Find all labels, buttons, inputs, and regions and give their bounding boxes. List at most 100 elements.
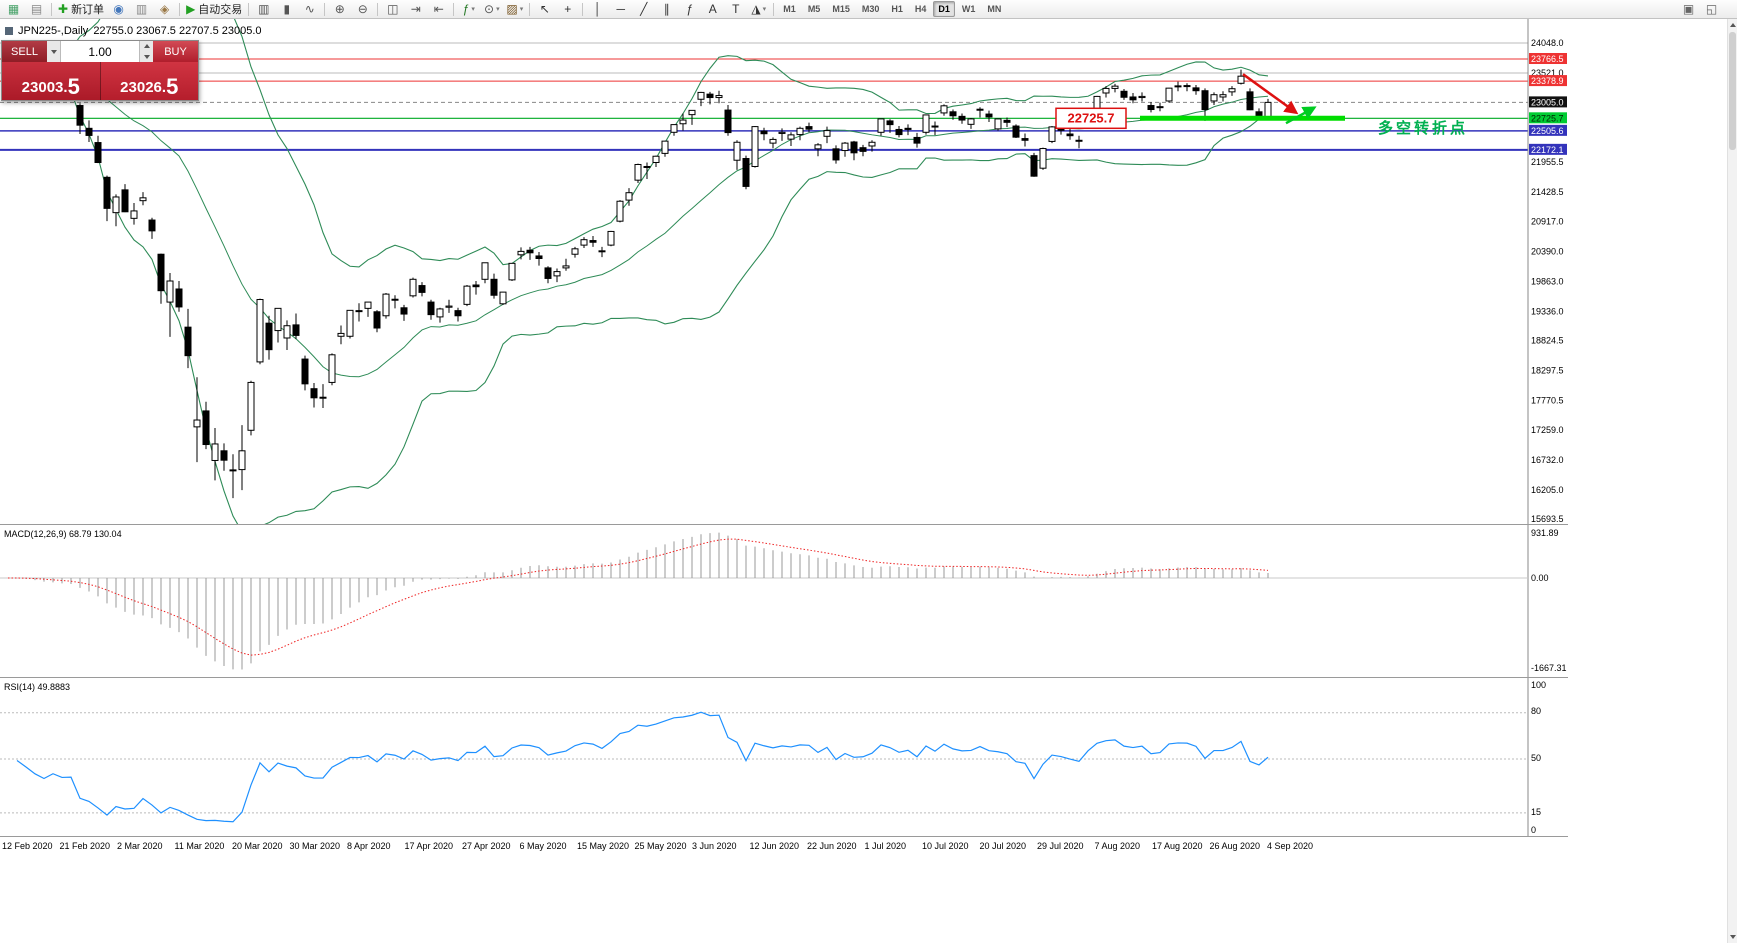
date-axis-label: 10 Jul 2020 <box>922 841 969 851</box>
price-axis-label: 20390.0 <box>1531 246 1564 256</box>
macd-axis-label: -1667.31 <box>1531 663 1567 673</box>
text-icon[interactable]: A <box>702 0 723 19</box>
chart-shift-icon: ⇤ <box>433 2 444 16</box>
bollinger-upper-line <box>7 19 1269 268</box>
arrow-up-icon <box>1729 23 1736 27</box>
new-chart-icon[interactable]: ▦ <box>3 0 24 19</box>
templates-icon[interactable]: ▨ ▾ <box>504 0 525 19</box>
volume-increase-button[interactable] <box>140 41 153 52</box>
main-toolbar: ▦ ▤ ✚ 新订单 ◉ ▥ ◈ ▶ 自动交易 ▥ ▮ ∿ ⊕ ⊖ ◫ ⇥ ⇤ ƒ ▾ ⊙ ▾ ▨ ▾ ↖ + │ ─ ╱ ∥ ƒ A T ◮ ▾ … <box>0 0 1737 19</box>
arrows-icon[interactable]: ◮ ▾ <box>748 0 769 19</box>
volume-dropdown[interactable] <box>47 41 61 62</box>
new-order-button-label: 新订单 <box>71 4 105 16</box>
navigator-icon[interactable]: ◈ <box>154 0 175 19</box>
trade-panel-prices: 23003. 5 23026. 5 <box>2 62 198 100</box>
rsi-axis-label: 100 <box>1531 680 1546 690</box>
toolbar-separator <box>773 2 775 16</box>
toolbar-separator <box>179 2 181 16</box>
label-icon[interactable]: T <box>725 0 746 19</box>
label-icon: T <box>732 2 740 16</box>
timeframe-button-d1[interactable]: D1 <box>933 1 955 17</box>
date-axis-label: 12 Jun 2020 <box>750 841 800 851</box>
indicators-icon[interactable]: ƒ ▾ <box>458 0 479 19</box>
trendline-icon: ╱ <box>640 2 648 16</box>
date-axis-label: 4 Sep 2020 <box>1267 841 1313 851</box>
arrows-icon: ◮ <box>751 2 761 16</box>
price-axis-label: 16732.0 <box>1531 455 1564 465</box>
timeframe-button-h4[interactable]: H4 <box>914 4 927 14</box>
buy-price[interactable]: 23026. 5 <box>100 62 198 100</box>
chart-window[interactable]: 22725.7 多空转折点 24048.0 23766.5 23521.0 23378.9… <box>0 19 1568 943</box>
rsi-label: RSI(14) 49.8883 <box>4 682 70 692</box>
tile-windows-icon[interactable]: ◫ <box>382 0 403 19</box>
scroll-up-button[interactable] <box>1728 19 1737 31</box>
channel-icon[interactable]: ∥ <box>656 0 677 19</box>
print-icon[interactable]: ▣ <box>1678 0 1699 19</box>
timeframe-toolbar: M1 M5 M15 M30 H1 H4 D1 W1 MN <box>777 0 1007 18</box>
volume-decrease-button[interactable] <box>140 52 153 63</box>
sell-button[interactable]: SELL <box>2 41 47 62</box>
profiles-icon: ▤ <box>30 2 43 16</box>
timeframe-button-m1[interactable]: M1 <box>783 4 796 14</box>
price-axis-label: 19863.0 <box>1531 276 1564 286</box>
trendline-icon[interactable]: ╱ <box>633 0 654 19</box>
timeframe-button-h1[interactable]: H1 <box>891 4 903 14</box>
timeframe-button-m15[interactable]: M15 <box>832 4 850 14</box>
vertical-line-icon[interactable]: │ <box>587 0 608 19</box>
price-axis-label: 17259.0 <box>1531 425 1564 435</box>
sell-price[interactable]: 23003. 5 <box>2 62 101 100</box>
volume-input[interactable]: 1.00 <box>61 41 139 62</box>
toolbar-separator <box>582 2 584 16</box>
scrollbar-thumb[interactable] <box>1729 32 1736 150</box>
crosshair-icon[interactable]: + <box>557 0 578 19</box>
chevron-down-icon: ▾ <box>496 6 500 13</box>
price-axis-label: 16205.0 <box>1531 485 1564 495</box>
timeframe-button-mn[interactable]: MN <box>987 4 1002 14</box>
periods-icon[interactable]: ⊙ ▾ <box>481 0 502 19</box>
data-window-icon[interactable]: ▥ <box>131 0 152 19</box>
date-axis-label: 8 Apr 2020 <box>347 841 391 851</box>
price-axis-label: 18824.5 <box>1531 336 1564 346</box>
profiles-icon[interactable]: ▤ <box>26 0 47 19</box>
autotrading-button[interactable]: ▶ 自动交易 <box>184 0 244 19</box>
chart-canvas[interactable]: 22725.7 多空转折点 24048.0 23766.5 23521.023378.9… <box>0 0 1568 943</box>
buy-price-dec: 5 <box>166 74 179 99</box>
text-icon: A <box>708 2 717 16</box>
layout-icon[interactable]: ◱ <box>1701 0 1722 19</box>
line-chart-icon[interactable]: ∿ <box>299 0 320 19</box>
chevron-down-icon: ▾ <box>519 6 524 13</box>
scroll-down-button[interactable] <box>1728 931 1737 943</box>
timeframe-button-w1[interactable]: W1 <box>961 4 976 14</box>
toolbar-right-items: ▣ ◱ <box>1677 0 1723 18</box>
chevron-down-icon <box>50 49 57 54</box>
down-arrow-annotation[interactable] <box>1242 73 1299 115</box>
timeframe-button-m5[interactable]: M5 <box>807 4 821 14</box>
macd-signal-line <box>7 538 1269 656</box>
bollinger-lower-line <box>7 53 1269 524</box>
rsi-axis-label: 15 <box>1531 807 1541 817</box>
vertical-scrollbar[interactable] <box>1727 19 1737 943</box>
date-axis-label: 25 May 2020 <box>635 841 687 851</box>
macd-label: MACD(12,26,9) 68.79 130.04 <box>4 529 122 539</box>
fibonacci-icon[interactable]: ƒ <box>679 0 700 19</box>
up-arrow-annotation[interactable] <box>1285 106 1317 125</box>
price-label-box[interactable] <box>1055 107 1127 130</box>
timeframe-button-m30[interactable]: M30 <box>861 4 880 14</box>
zoom-out-icon[interactable]: ⊖ <box>352 0 373 19</box>
candles-layer <box>4 50 1272 499</box>
market-watch-icon[interactable]: ◉ <box>108 0 129 19</box>
new-order-button[interactable]: ✚ 新订单 <box>56 0 106 19</box>
zoom-in-icon[interactable]: ⊕ <box>329 0 350 19</box>
buy-button[interactable]: BUY <box>153 41 198 62</box>
bar-chart-icon[interactable]: ▥ <box>253 0 274 19</box>
cursor-icon[interactable]: ↖ <box>534 0 555 19</box>
horizontal-line-icon[interactable]: ─ <box>610 0 631 19</box>
date-axis-label: 7 Aug 2020 <box>1095 841 1141 851</box>
print-icon: ▣ <box>1682 2 1695 16</box>
price-tag <box>1529 75 1567 87</box>
auto-scroll-icon[interactable]: ⇥ <box>405 0 426 19</box>
chart-shift-icon[interactable]: ⇤ <box>428 0 449 19</box>
toolbar-separator <box>324 2 326 16</box>
chart-symbol-period: JPN225-,Daily <box>18 25 89 37</box>
candlestick-icon[interactable]: ▮ <box>276 0 297 19</box>
